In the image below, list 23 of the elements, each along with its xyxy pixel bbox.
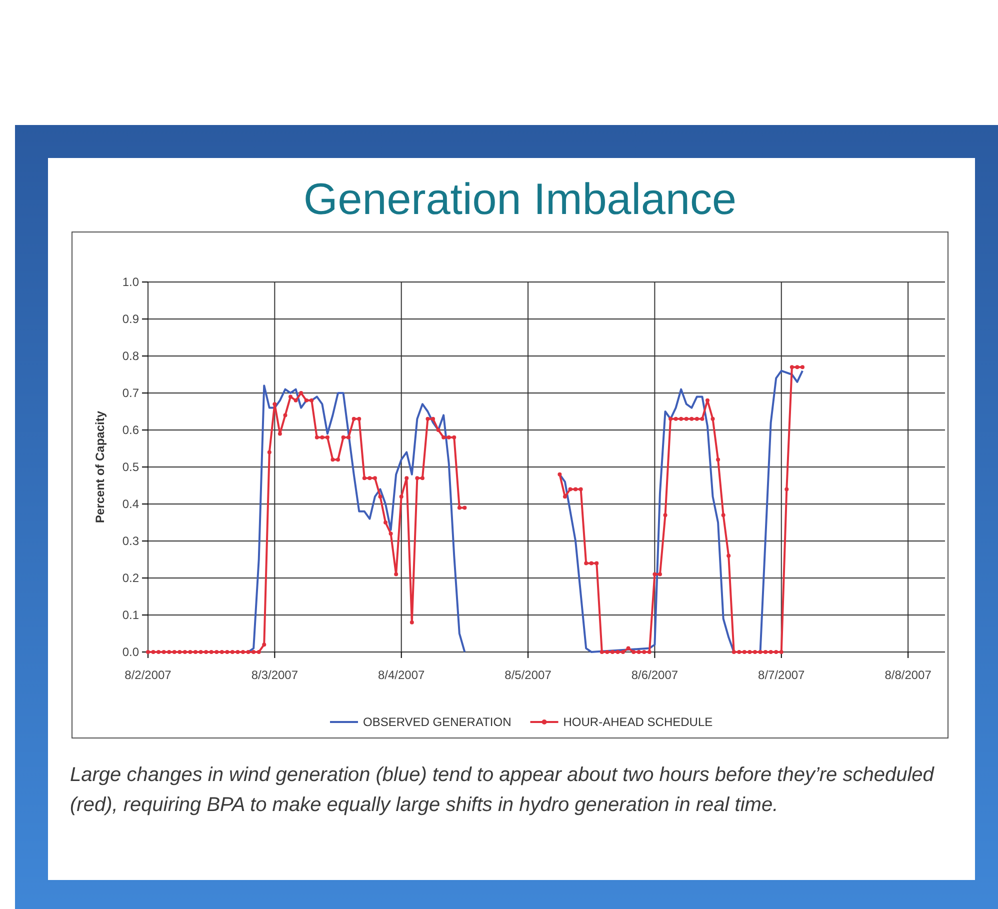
text: Large changes in wind generation (blue) tend to appear about two hours before they’re scheduled (red), requiring BPA to make equally large shifts in hydro generation in real time.	[70, 763, 936, 818]
y-tick-label: 0.4	[122, 496, 140, 511]
y-tick-label: 0.7	[122, 386, 140, 400]
chart-title: Generation Imbalance	[304, 175, 736, 224]
y-tick-label: 0.5	[122, 460, 140, 474]
y-tick-label: 0.2	[122, 570, 140, 585]
x-tick-label: 8/3/2007	[251, 668, 298, 682]
legend-label: OBSERVED GENERATION	[363, 715, 512, 729]
x-tick-label: 8/7/2007	[758, 668, 806, 682]
x-tick-label: 8/5/2007	[504, 668, 552, 682]
x-tick-label: 8/8/2007	[884, 668, 932, 682]
x-tick-label: 8/2/2007	[124, 668, 172, 682]
y-tick-label: 0.6	[122, 422, 140, 437]
y-tick-label: 1.0	[122, 274, 140, 289]
y-tick-label: 0.0	[122, 644, 140, 659]
y-tick-label: 0.3	[122, 534, 140, 548]
y-tick-label: 0.1	[122, 608, 140, 622]
y-axis-title: Percent of Capacity	[93, 410, 107, 524]
x-tick-label: 8/4/2007	[378, 668, 426, 682]
x-tick-label: 8/6/2007	[631, 668, 678, 682]
y-tick-label: 0.9	[122, 312, 140, 326]
legend-label: HOUR-AHEAD SCHEDULE	[563, 715, 713, 729]
y-tick-label: 0.8	[122, 348, 140, 363]
